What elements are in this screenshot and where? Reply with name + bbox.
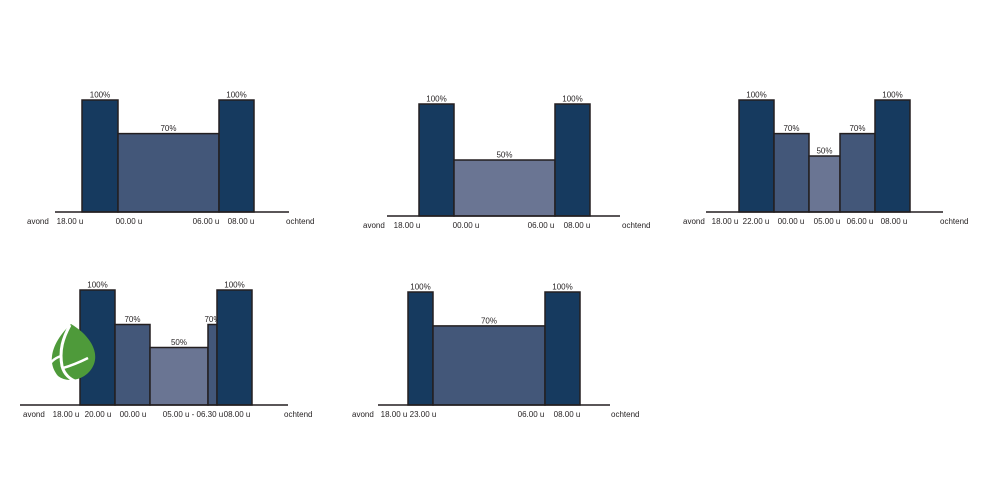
time-label: 05.00 u - 06.30 u xyxy=(163,410,224,419)
level-bar-50 xyxy=(149,346,209,406)
axis-end-label: ochtend xyxy=(286,217,314,226)
level-bar-70 xyxy=(207,323,218,406)
level-bar-100 xyxy=(81,99,119,213)
schedule-chart-1: 100% 70% 100% avond ochtend 18.00 u 00.00 u 06.… xyxy=(27,91,314,227)
level-label: 100% xyxy=(224,281,244,290)
axis-end-label: ochtend xyxy=(940,217,968,226)
level-label: 70% xyxy=(849,124,865,133)
axis-start-label: avond xyxy=(683,217,705,226)
level-label: 70% xyxy=(160,124,176,133)
time-label: 06.00 u xyxy=(847,217,874,226)
green-leaf-icon xyxy=(44,322,98,384)
axis-end-label: ochtend xyxy=(284,410,312,419)
level-label: 100% xyxy=(90,91,110,100)
time-label: 08.00 u xyxy=(881,217,908,226)
time-label: 06.00 u xyxy=(528,221,555,230)
level-bar-100 xyxy=(544,291,581,406)
level-bar-70 xyxy=(432,325,546,406)
time-label: 00.00 u xyxy=(778,217,805,226)
level-label: 70% xyxy=(124,315,140,324)
time-label: 08.00 u xyxy=(224,410,251,419)
level-bar-70 xyxy=(773,132,810,213)
time-label: 20.00 u xyxy=(85,410,112,419)
time-label: 00.00 u xyxy=(120,410,147,419)
schedule-chart-3: 100% 70% 50% 70% 100% avond ochtend 18.00 u 22.0… xyxy=(683,91,968,227)
level-label: 100% xyxy=(882,91,902,100)
axis-start-label: avond xyxy=(363,221,385,230)
level-bar-100 xyxy=(216,289,253,406)
time-label: 22.00 u xyxy=(743,217,770,226)
level-label: 100% xyxy=(746,91,766,100)
level-label: 50% xyxy=(171,338,187,347)
time-label: 05.00 u xyxy=(814,217,841,226)
level-label: 50% xyxy=(496,151,512,160)
schedule-chart-2: 100% 50% 100% avond ochtend 18.00 u 00.00 u 06.… xyxy=(363,95,650,231)
level-bar-70 xyxy=(114,323,151,406)
schedule-chart-4: 100% 70% 50% 70% 100% avond ochtend 18.00 u 20.0… xyxy=(20,281,312,419)
time-label: 06.00 u xyxy=(193,217,220,226)
time-label: 06.00 u xyxy=(518,410,545,419)
time-label: 18.00 u xyxy=(57,217,84,226)
time-label: 18.00 u xyxy=(381,410,408,419)
level-bar-100 xyxy=(554,103,591,217)
axis-end-label: ochtend xyxy=(611,410,639,419)
time-label: 23.00 u xyxy=(410,410,437,419)
level-label: 100% xyxy=(87,281,107,290)
time-label: 18.00 u xyxy=(53,410,80,419)
level-label: 50% xyxy=(816,147,832,156)
level-bar-70 xyxy=(839,132,876,213)
level-label: 100% xyxy=(552,283,572,292)
level-bar-70 xyxy=(117,132,220,213)
time-label: 18.00 u xyxy=(394,221,421,230)
time-label: 00.00 u xyxy=(453,221,480,230)
level-label: 70% xyxy=(783,124,799,133)
level-bar-100 xyxy=(418,103,455,217)
axis-start-label: avond xyxy=(352,410,374,419)
axis-start-label: avond xyxy=(23,410,45,419)
level-label: 70% xyxy=(204,315,220,324)
level-bar-100 xyxy=(218,99,255,213)
level-label: 100% xyxy=(226,91,246,100)
level-label: 100% xyxy=(410,283,430,292)
time-label: 18.00 u xyxy=(712,217,739,226)
level-label: 100% xyxy=(562,95,582,104)
time-label: 08.00 u xyxy=(228,217,255,226)
axis-end-label: ochtend xyxy=(622,221,650,230)
level-bar-100 xyxy=(874,99,911,213)
level-label: 70% xyxy=(481,316,497,325)
time-label: 08.00 u xyxy=(564,221,591,230)
level-bar-50 xyxy=(453,159,556,217)
axis-start-label: avond xyxy=(27,217,49,226)
time-label: 00.00 u xyxy=(116,217,143,226)
level-bar-50 xyxy=(808,155,841,213)
level-label: 100% xyxy=(426,95,446,104)
level-bar-100 xyxy=(407,291,434,406)
time-label: 08.00 u xyxy=(554,410,581,419)
schedule-chart-5: 100% 70% 100% avond ochtend 18.00 u 23.00 u 06.… xyxy=(352,283,639,420)
level-bar-100 xyxy=(738,99,775,213)
